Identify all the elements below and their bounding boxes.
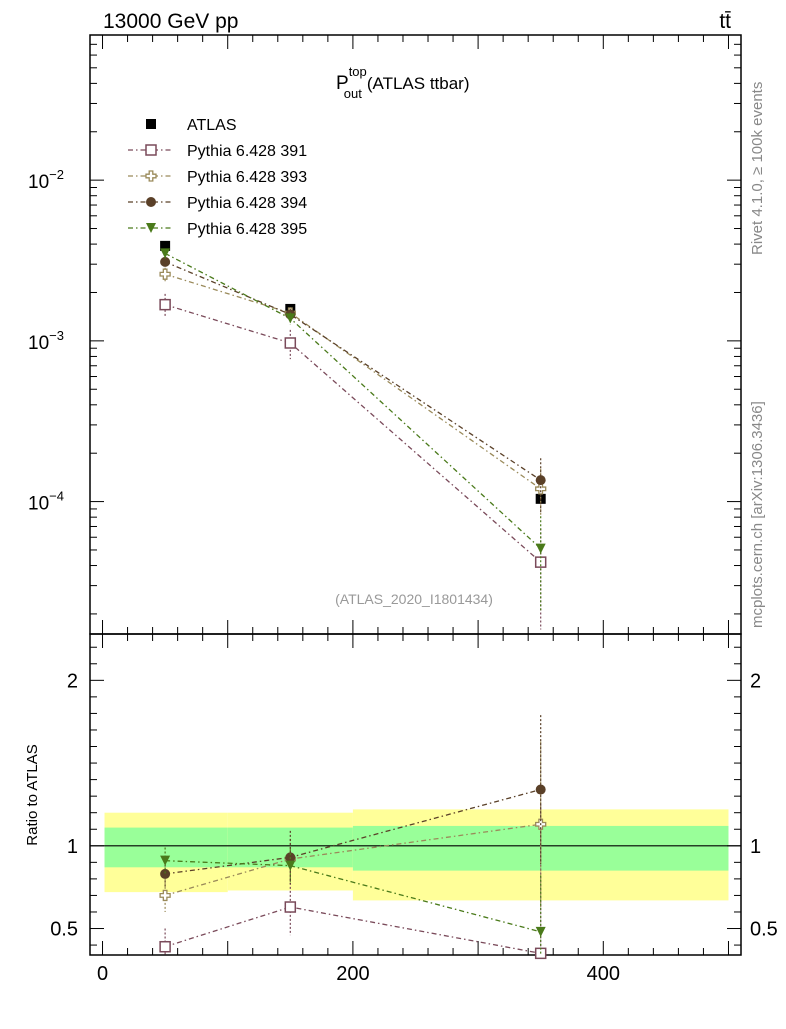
series-point-ratio xyxy=(159,889,171,902)
series-point-ratio xyxy=(159,940,171,953)
main-ytick-base: 10 xyxy=(28,172,49,193)
series-point-main xyxy=(159,268,171,280)
atlas-data-point xyxy=(160,240,171,251)
main-ytick-label: 10−4 xyxy=(28,489,64,515)
ratio-bands xyxy=(104,809,729,901)
series-line-main xyxy=(164,304,542,563)
legend-label: Pythia 6.428 394 xyxy=(187,195,307,212)
analysis-tag: (ATLAS_2020_I1801434) xyxy=(335,591,493,607)
ratio-ytick-label-right: 2 xyxy=(750,670,761,692)
energy-label: 13000 GeV pp xyxy=(103,10,238,33)
main-ytick-exponent: −3 xyxy=(49,328,64,343)
ratio-ytick-label-left: 2 xyxy=(67,670,78,692)
ratio-ylabel: Ratio to ATLAS xyxy=(24,744,41,845)
series-4 xyxy=(160,248,546,955)
series-point-ratio xyxy=(284,901,297,913)
series-point-ratio xyxy=(160,868,171,879)
series-point-main xyxy=(160,256,171,267)
main-ytick-label: 10−2 xyxy=(28,167,64,193)
series-3 xyxy=(160,256,546,888)
axis-ticks xyxy=(90,34,741,955)
legend-label: Pythia 6.428 395 xyxy=(187,221,307,238)
process-label: tt̄ xyxy=(719,10,731,33)
series-line-main xyxy=(164,273,542,490)
legend-marker-atlas xyxy=(146,119,156,129)
series-line-main xyxy=(164,261,542,481)
ratio-ytick-label-right: 0.5 xyxy=(750,919,778,941)
legend-marker xyxy=(145,170,157,182)
main-ytick-base: 10 xyxy=(28,333,49,354)
series-point-main xyxy=(535,475,546,486)
series-point-main xyxy=(159,298,171,311)
series-point-main xyxy=(535,543,546,554)
axis-labels: 10−210−310−42 21 10.5 0.50 200 400 xyxy=(28,167,778,985)
xtick-label: 400 xyxy=(587,963,620,985)
series-point-ratio xyxy=(160,855,171,866)
xtick-label: 0 xyxy=(97,963,108,985)
ratio-ytick-label-left: 1 xyxy=(67,836,78,858)
legend: ATLAS Pythia 6.428 391 Pythia 6.428 393 Pyt… xyxy=(128,117,307,238)
legend-label: Pythia 6.428 393 xyxy=(187,169,307,186)
main-ytick-base: 10 xyxy=(28,494,49,515)
series-point-ratio xyxy=(285,860,296,871)
series-point-main xyxy=(284,337,297,349)
ratio-plot-frame xyxy=(89,633,742,956)
xtick-label: 200 xyxy=(336,963,369,985)
title-sub: out xyxy=(344,86,362,101)
title-sup: top xyxy=(349,64,367,79)
main-ytick-exponent: −4 xyxy=(49,489,64,504)
series-line-ratio xyxy=(164,906,541,954)
legend-label: Pythia 6.428 391 xyxy=(187,143,307,160)
ratio-ytick-label-left: 0.5 xyxy=(50,919,78,941)
series-point-ratio xyxy=(535,784,546,795)
rivet-label: Rivet 4.1.0, ≥ 100k events xyxy=(749,82,766,255)
plot-frames xyxy=(89,34,742,956)
series-point-ratio xyxy=(535,926,546,937)
title-main: P xyxy=(336,73,349,94)
main-ytick-label: 10−3 xyxy=(28,328,64,354)
series-point-main xyxy=(535,483,547,495)
ratio-ytick-label-right: 1 xyxy=(750,836,761,858)
title-rest: (ATLAS ttbar) xyxy=(367,74,470,93)
series-line-main xyxy=(164,252,542,550)
plot-title: Ptop out (ATLAS ttbar) xyxy=(336,64,470,101)
legend-marker xyxy=(146,197,156,207)
mcplots-label: mcplots.cern.ch [arXiv:1306.3436] xyxy=(749,401,766,628)
main-ytick-exponent: −2 xyxy=(49,167,64,182)
legend-marker xyxy=(146,223,156,233)
series-point-main xyxy=(160,248,171,259)
legend-marker xyxy=(145,144,157,156)
series-point-main xyxy=(285,313,296,324)
legend-label-atlas: ATLAS xyxy=(187,117,237,134)
series-layer xyxy=(159,240,547,960)
